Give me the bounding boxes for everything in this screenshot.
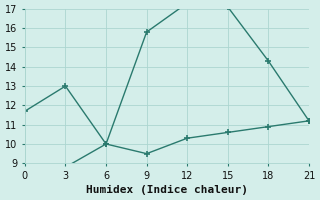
X-axis label: Humidex (Indice chaleur): Humidex (Indice chaleur) (86, 185, 248, 195)
